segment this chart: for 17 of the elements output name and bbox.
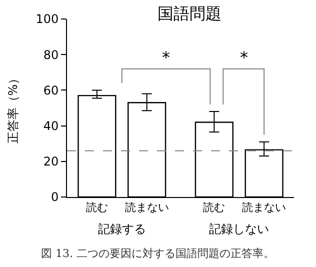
annotation: *	[162, 48, 170, 67]
y-tick-label: 80	[43, 48, 59, 62]
y-tick-label: 0	[50, 190, 59, 204]
x-tick-label: 読む	[203, 201, 226, 214]
y-tick-label: 100	[36, 12, 59, 26]
x-tick-label: 読まない	[124, 201, 169, 214]
annotation: *	[240, 48, 248, 67]
x-tick-label: 読む	[86, 201, 108, 214]
y-axis-title: 正答率（%）	[6, 72, 20, 144]
x-tick-label: 読まない	[242, 201, 286, 214]
y-tick-label: 40	[43, 119, 59, 133]
text: 記録する	[98, 222, 146, 236]
chart-title: 国語問題	[158, 4, 222, 24]
y-tick-label: 60	[43, 83, 59, 98]
caption: 図 13. 二つの要因に対する国語問題の正答率。	[41, 247, 274, 260]
y-tick-label: 20	[43, 154, 59, 169]
text: 記録しない	[209, 222, 269, 236]
